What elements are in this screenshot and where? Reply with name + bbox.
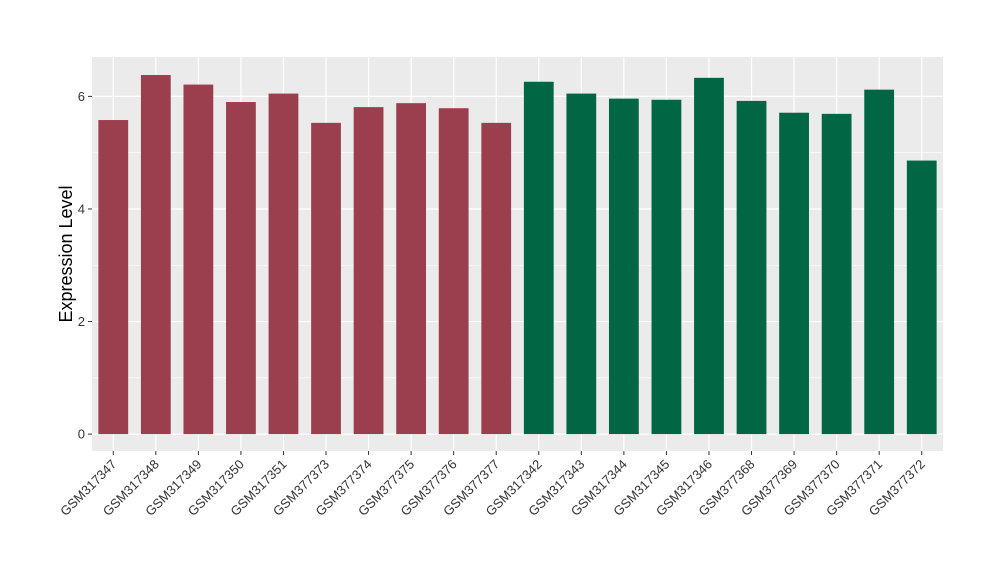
bar-GSM317348 (140, 75, 171, 435)
y-tick-label: 0 (78, 427, 85, 442)
bar-GSM377369 (779, 112, 809, 435)
bar-GSM317351 (268, 93, 299, 435)
bar-GSM377375 (396, 103, 427, 435)
bar-GSM377373 (311, 122, 341, 435)
bar-GSM377370 (821, 113, 852, 435)
bar-GSM377376 (438, 108, 469, 435)
y-axis: 0 2 4 6 (78, 89, 92, 442)
bar-GSM317345 (651, 99, 682, 435)
bar-GSM317350 (226, 102, 256, 435)
bar-GSM317343 (566, 93, 597, 435)
bar-GSM377374 (353, 107, 384, 435)
y-axis-title: Expression Level (56, 185, 76, 322)
bar-GSM377377 (481, 122, 512, 435)
y-tick-label: 6 (78, 89, 85, 104)
bar-GSM317349 (183, 84, 214, 435)
bar-GSM377371 (864, 89, 895, 435)
y-tick-label: 4 (78, 201, 85, 216)
bar-GSM317344 (608, 98, 639, 435)
bar-GSM317346 (694, 77, 724, 435)
y-tick-label: 2 (78, 314, 85, 329)
bar-GSM317342 (523, 81, 554, 435)
bar-GSM377372 (906, 160, 937, 435)
bar-GSM317347 (98, 120, 129, 435)
x-axis: GSM317347GSM317348GSM317349GSM317350GSM3… (57, 451, 928, 519)
plot-panel (92, 57, 943, 451)
bar-GSM377368 (736, 100, 767, 435)
bars (98, 75, 937, 435)
